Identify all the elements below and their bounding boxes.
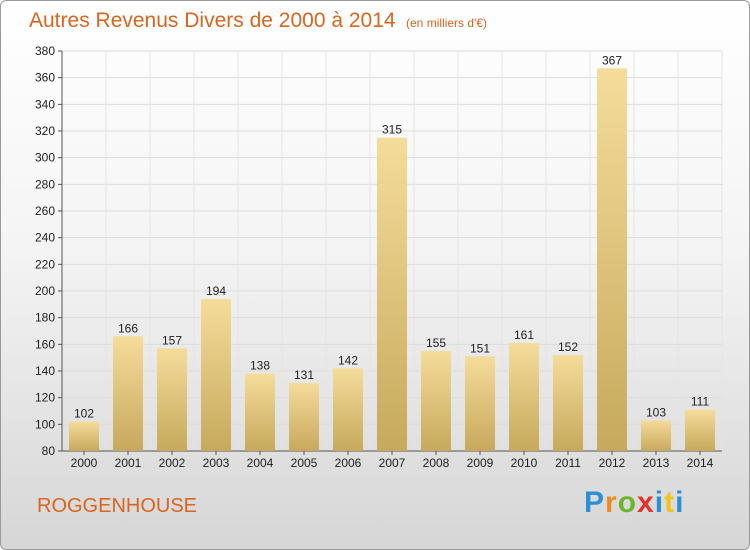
bar-2009[interactable]: [465, 356, 495, 451]
data-label-2012: 367: [602, 53, 622, 67]
data-label-2010: 161: [514, 328, 534, 342]
bars: [69, 68, 715, 451]
data-label-2000: 102: [74, 407, 94, 421]
x-tick-label-2009: 2009: [467, 456, 494, 470]
y-tick-label: 140: [35, 364, 55, 378]
proxiti-logo[interactable]: Proxiti: [584, 486, 685, 519]
x-tick-label-2012: 2012: [599, 456, 626, 470]
bar-2011[interactable]: [553, 355, 583, 451]
bar-2003[interactable]: [201, 299, 231, 451]
data-label-2002: 157: [162, 333, 182, 347]
y-tick-label: 160: [35, 337, 55, 351]
data-label-2007: 315: [382, 123, 402, 137]
bar-2007[interactable]: [377, 137, 407, 451]
y-tick-label: 240: [35, 231, 55, 245]
chart-title: Autres Revenus Divers de 2000 à 2014: [29, 9, 396, 32]
y-tick-label: 220: [35, 257, 55, 271]
data-label-2013: 103: [646, 405, 666, 419]
x-tick-label-2002: 2002: [159, 456, 186, 470]
labels: 80 100 120 140 160 180 200 220 240 260 280 300 320 34…: [35, 44, 714, 470]
y-tick-label: 300: [35, 151, 55, 165]
data-label-2009: 151: [470, 341, 490, 355]
location-name: ROGGENHOUSE: [37, 495, 198, 517]
x-tick-label-2006: 2006: [335, 456, 362, 470]
data-label-2004: 138: [250, 359, 270, 373]
bar-2014[interactable]: [685, 409, 715, 451]
y-tick-label: 340: [35, 97, 55, 111]
data-label-2011: 152: [558, 340, 578, 354]
bar-2013[interactable]: [641, 420, 671, 451]
y-tick-label: 100: [35, 417, 55, 431]
bar-2012[interactable]: [597, 68, 627, 451]
data-label-2003: 194: [206, 284, 226, 298]
x-tick-label-2010: 2010: [511, 456, 538, 470]
y-tick-label: 80: [42, 444, 56, 458]
x-tick-label-2008: 2008: [423, 456, 450, 470]
y-tick-label: 380: [35, 44, 55, 58]
x-tick-label-2003: 2003: [203, 456, 230, 470]
bar-2001[interactable]: [113, 336, 143, 451]
y-tick-label: 260: [35, 204, 55, 218]
y-tick-label: 200: [35, 284, 55, 298]
bar-2008[interactable]: [421, 351, 451, 451]
x-tick-label-2004: 2004: [247, 456, 274, 470]
x-tick-label-2007: 2007: [379, 456, 406, 470]
x-tick-label-2000: 2000: [71, 456, 98, 470]
y-tick-label: 120: [35, 391, 55, 405]
y-tick-label: 360: [35, 71, 55, 85]
y-tick-label: 280: [35, 177, 55, 191]
x-tick-label-2013: 2013: [643, 456, 670, 470]
chart-subtitle: (en milliers d'€): [406, 16, 487, 30]
x-tick-label-2005: 2005: [291, 456, 318, 470]
x-tick-label-2011: 2011: [555, 456, 581, 470]
bar-2005[interactable]: [289, 383, 319, 451]
bar-2010[interactable]: [509, 343, 539, 451]
data-label-2005: 131: [294, 368, 314, 382]
data-label-2006: 142: [338, 353, 358, 367]
bar-2000[interactable]: [69, 421, 99, 451]
bar-2002[interactable]: [157, 348, 187, 451]
y-tick-label: 180: [35, 311, 55, 325]
data-label-2008: 155: [426, 336, 446, 350]
x-tick-label-2014: 2014: [687, 456, 714, 470]
bar-2004[interactable]: [245, 373, 275, 451]
data-label-2014: 111: [691, 395, 710, 409]
y-tick-label: 320: [35, 124, 55, 138]
bar-2006[interactable]: [333, 368, 363, 451]
data-label-2001: 166: [118, 321, 138, 335]
title-block: Autres Revenus Divers de 2000 à 2014 (en…: [29, 9, 487, 33]
x-tick-label-2001: 2001: [115, 456, 142, 470]
